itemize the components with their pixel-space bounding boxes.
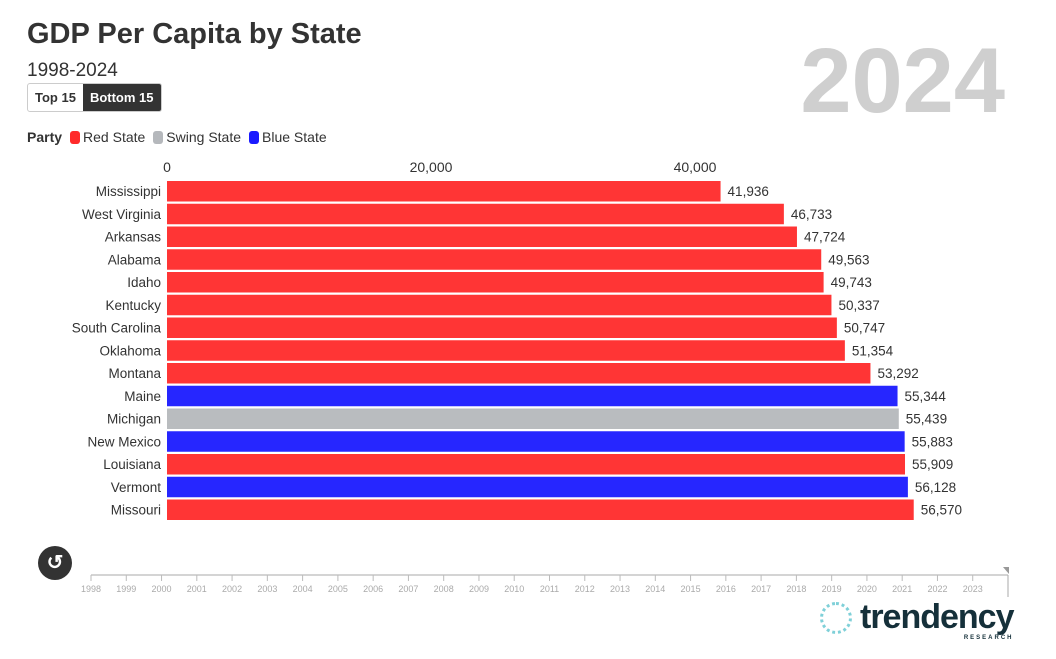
category-label: New Mexico — [87, 434, 161, 449]
category-label: Maine — [124, 389, 161, 404]
logo-ring-icon — [820, 602, 852, 634]
value-label: 55,344 — [905, 389, 947, 404]
category-label: Michigan — [107, 412, 161, 427]
value-label: 50,337 — [838, 298, 879, 313]
bar — [167, 499, 914, 520]
timeline-year-label: 2017 — [751, 584, 771, 594]
logo-words: trendency RESEARCH — [860, 600, 1014, 642]
legend-swatch-red[interactable] — [70, 130, 81, 144]
category-label: Mississippi — [96, 184, 161, 199]
value-label: 41,936 — [728, 184, 769, 199]
value-label: 49,743 — [831, 275, 872, 290]
timeline-year-label: 2019 — [822, 584, 842, 594]
timeline-year-label: 2022 — [927, 584, 947, 594]
timeline-year-label: 1998 — [81, 584, 101, 594]
x-tick-label: 40,000 — [674, 159, 717, 175]
value-label: 50,747 — [844, 321, 885, 336]
logo-subtext: RESEARCH — [963, 635, 1014, 641]
timeline-year-label: 2015 — [681, 584, 701, 594]
category-label: Missouri — [111, 503, 161, 518]
value-label: 46,733 — [791, 207, 832, 222]
chart-subtitle: 1998-2024 — [27, 60, 118, 81]
year-watermark: 2024 — [800, 30, 1005, 132]
category-label: Kentucky — [105, 298, 161, 313]
replay-button[interactable]: ↺ — [38, 546, 72, 580]
timeline-year-label: 2003 — [257, 584, 277, 594]
legend-swatch-blue[interactable] — [249, 130, 260, 144]
bar — [167, 340, 845, 361]
timeline-year-label: 2006 — [363, 584, 383, 594]
timeline-year-label: 1999 — [116, 584, 136, 594]
value-label: 56,570 — [921, 503, 962, 518]
timeline-year-label: 2005 — [328, 584, 348, 594]
timeline-year-label: 2012 — [575, 584, 595, 594]
bar — [167, 408, 899, 429]
trendency-logo: trendency RESEARCH — [820, 600, 1014, 642]
value-label: 55,909 — [912, 457, 953, 472]
replay-icon: ↺ — [46, 552, 64, 574]
category-label: West Virginia — [82, 207, 162, 222]
timeline-year-label: 2002 — [222, 584, 242, 594]
category-label: Oklahoma — [99, 343, 161, 358]
bar — [167, 181, 721, 202]
category-label: Montana — [108, 366, 161, 381]
category-label: Vermont — [111, 480, 162, 495]
bar — [167, 249, 822, 270]
category-label: South Carolina — [72, 321, 162, 336]
chart-title: GDP Per Capita by State — [27, 18, 362, 50]
bar — [167, 385, 898, 407]
timeline-year-label: 2000 — [152, 584, 172, 594]
bar — [167, 294, 832, 316]
x-tick-label: 0 — [163, 159, 171, 175]
bar — [167, 363, 871, 384]
timeline-year-label: 2007 — [398, 584, 418, 594]
bar — [167, 431, 905, 452]
bar — [167, 317, 837, 338]
category-label: Louisiana — [103, 457, 161, 472]
top-15-button[interactable]: Top 15 — [35, 90, 76, 105]
legend: Party Red State Swing State Blue State — [27, 129, 327, 145]
category-label: Idaho — [127, 275, 161, 290]
value-label: 56,128 — [915, 480, 956, 495]
timeline-year-label: 2010 — [504, 584, 524, 594]
category-label: Alabama — [108, 252, 162, 267]
timeline-year-label: 2013 — [610, 584, 630, 594]
bar — [167, 454, 905, 475]
timeline-year-label: 2021 — [892, 584, 912, 594]
legend-label[interactable]: Swing State — [166, 129, 242, 145]
legend-swatch-swing[interactable] — [153, 130, 164, 144]
top-bottom-toggle[interactable]: Top 15 Bottom 15 — [27, 83, 162, 112]
x-tick-label: 20,000 — [410, 159, 453, 175]
bar — [167, 476, 908, 498]
value-label: 55,883 — [912, 434, 953, 449]
timeline-handle[interactable] — [1003, 567, 1009, 574]
timeline-year-label: 2009 — [469, 584, 489, 594]
value-label: 51,354 — [852, 343, 894, 358]
value-label: 53,292 — [877, 366, 918, 381]
logo-text: trendency — [860, 598, 1014, 636]
timeline-year-label: 2008 — [434, 584, 454, 594]
category-label: Arkansas — [105, 230, 162, 245]
timeline-year-label: 2020 — [857, 584, 877, 594]
legend-label[interactable]: Red State — [83, 129, 146, 145]
timeline-year-label: 2004 — [293, 584, 313, 594]
bar — [167, 203, 784, 225]
timeline-year-label: 2014 — [645, 584, 665, 594]
value-label: 47,724 — [804, 230, 846, 245]
timeline-year-label: 2018 — [786, 584, 806, 594]
timeline-year-label: 2023 — [963, 584, 983, 594]
bar — [167, 272, 824, 293]
bar — [167, 226, 797, 247]
timeline-year-label: 2001 — [187, 584, 207, 594]
timeline-year-label: 2016 — [716, 584, 736, 594]
value-label: 55,439 — [906, 412, 947, 427]
timeline-year-label: 2011 — [540, 584, 559, 594]
value-label: 49,563 — [828, 252, 869, 267]
bottom-15-button[interactable]: Bottom 15 — [82, 84, 161, 111]
legend-label[interactable]: Blue State — [262, 129, 327, 145]
legend-title: Party — [27, 129, 63, 145]
